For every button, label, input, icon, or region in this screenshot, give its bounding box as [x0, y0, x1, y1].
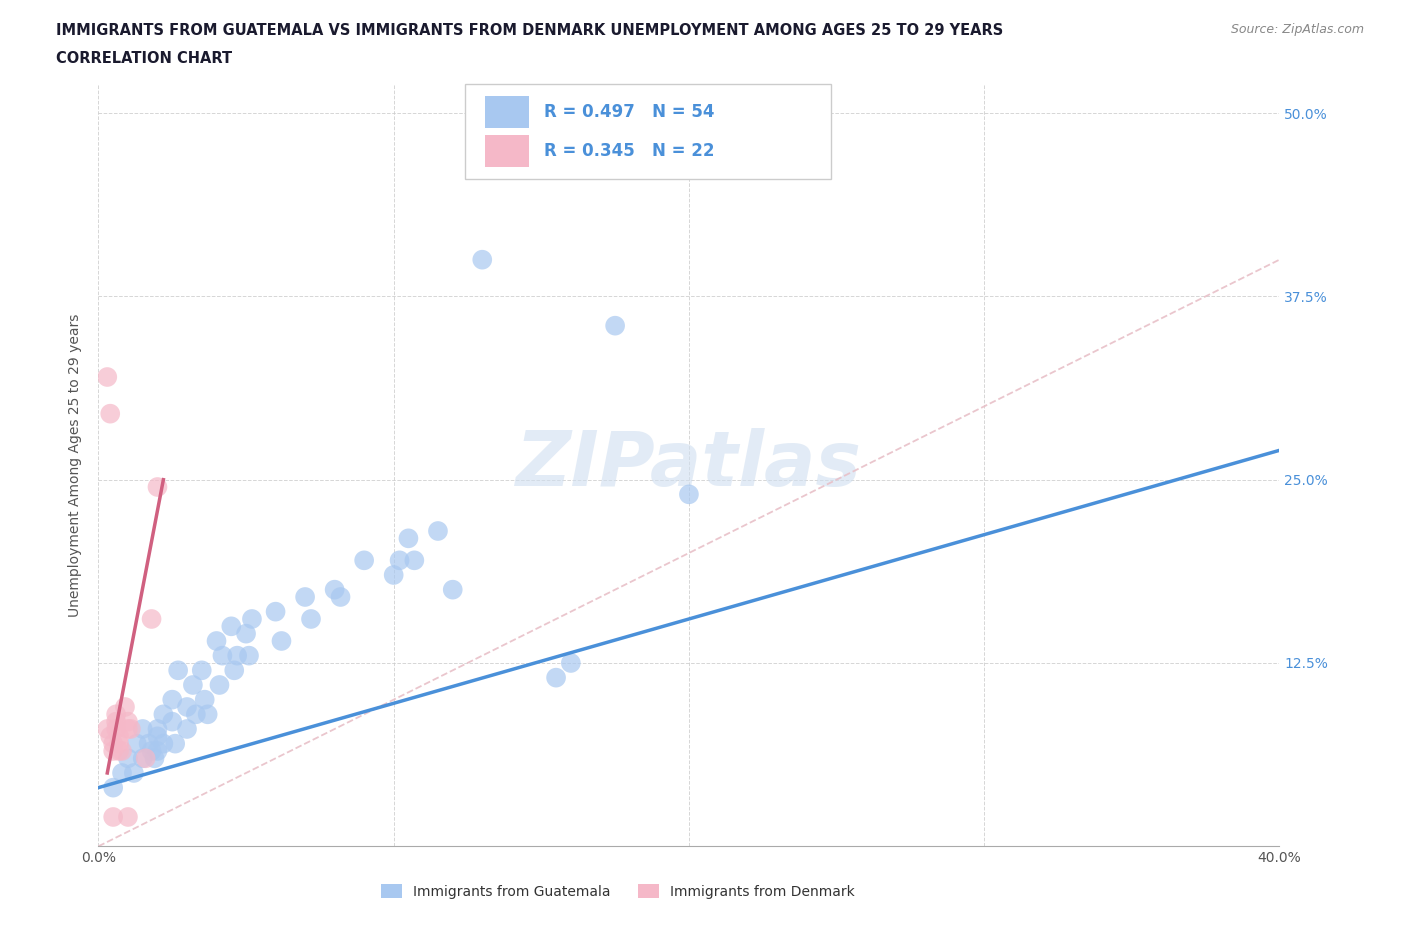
Point	[105, 714, 128, 729]
Point	[98, 729, 121, 744]
Point	[120, 722, 142, 737]
Point	[143, 751, 166, 765]
Point	[560, 656, 582, 671]
Point	[132, 722, 155, 737]
Point	[122, 765, 145, 780]
Point	[117, 714, 139, 729]
Point	[167, 663, 190, 678]
Point	[427, 524, 450, 538]
Point	[323, 582, 346, 597]
Point	[404, 553, 426, 568]
Point	[546, 671, 568, 685]
Point	[165, 737, 187, 751]
Point	[382, 567, 405, 582]
Point	[125, 737, 148, 751]
Point	[197, 707, 219, 722]
Point	[226, 648, 249, 663]
Bar	[485, 96, 530, 128]
Point	[103, 809, 125, 824]
Point	[111, 765, 134, 780]
Point	[105, 707, 128, 722]
Point	[181, 678, 204, 693]
Point	[238, 648, 260, 663]
Point	[176, 722, 198, 737]
Point	[270, 633, 292, 648]
Point	[98, 406, 121, 421]
Point	[103, 780, 125, 795]
Point	[264, 604, 287, 619]
Point	[108, 744, 131, 759]
Text: ZIPatlas: ZIPatlas	[516, 428, 862, 502]
Point	[191, 663, 214, 678]
Point	[235, 626, 257, 641]
Point	[132, 751, 155, 765]
Point	[240, 612, 263, 627]
Point	[396, 531, 419, 546]
Text: IMMIGRANTS FROM GUATEMALA VS IMMIGRANTS FROM DENMARK UNEMPLOYMENT AMONG AGES 25 : IMMIGRANTS FROM GUATEMALA VS IMMIGRANTS …	[56, 23, 1004, 38]
Point	[388, 553, 411, 568]
Point	[96, 369, 118, 384]
FancyBboxPatch shape	[464, 84, 831, 179]
Point	[678, 487, 700, 502]
Bar	[485, 135, 530, 166]
Point	[605, 318, 627, 333]
Point	[205, 633, 228, 648]
Point	[441, 582, 464, 597]
Text: CORRELATION CHART: CORRELATION CHART	[56, 51, 232, 66]
Point	[117, 722, 139, 737]
Point	[141, 744, 163, 759]
Point	[138, 737, 160, 751]
Text: Source: ZipAtlas.com: Source: ZipAtlas.com	[1230, 23, 1364, 36]
Point	[141, 612, 163, 627]
Point	[299, 612, 322, 627]
Point	[146, 722, 169, 737]
Point	[146, 744, 169, 759]
Point	[111, 744, 134, 759]
Point	[152, 737, 174, 751]
Point	[96, 722, 118, 737]
Point	[105, 722, 128, 737]
Point	[208, 678, 231, 693]
Point	[353, 553, 375, 568]
Point	[294, 590, 316, 604]
Point	[103, 737, 125, 751]
Point	[176, 699, 198, 714]
Point	[117, 751, 139, 765]
Point	[103, 744, 125, 759]
Point	[194, 692, 217, 707]
Point	[146, 480, 169, 495]
Point	[117, 809, 139, 824]
Text: R = 0.345   N = 22: R = 0.345 N = 22	[544, 141, 714, 160]
Point	[211, 648, 233, 663]
Point	[108, 737, 131, 751]
Point	[108, 729, 131, 744]
Point	[471, 252, 494, 267]
Point	[224, 663, 246, 678]
Point	[152, 707, 174, 722]
Point	[648, 106, 671, 121]
Y-axis label: Unemployment Among Ages 25 to 29 years: Unemployment Among Ages 25 to 29 years	[69, 313, 83, 617]
Point	[135, 751, 157, 765]
Point	[162, 714, 183, 729]
Point	[219, 618, 242, 633]
Point	[162, 692, 183, 707]
Legend: Immigrants from Guatemala, Immigrants from Denmark: Immigrants from Guatemala, Immigrants fr…	[375, 878, 860, 904]
Point	[114, 699, 136, 714]
Point	[329, 590, 352, 604]
Text: R = 0.497   N = 54: R = 0.497 N = 54	[544, 103, 714, 121]
Point	[184, 707, 207, 722]
Point	[146, 729, 169, 744]
